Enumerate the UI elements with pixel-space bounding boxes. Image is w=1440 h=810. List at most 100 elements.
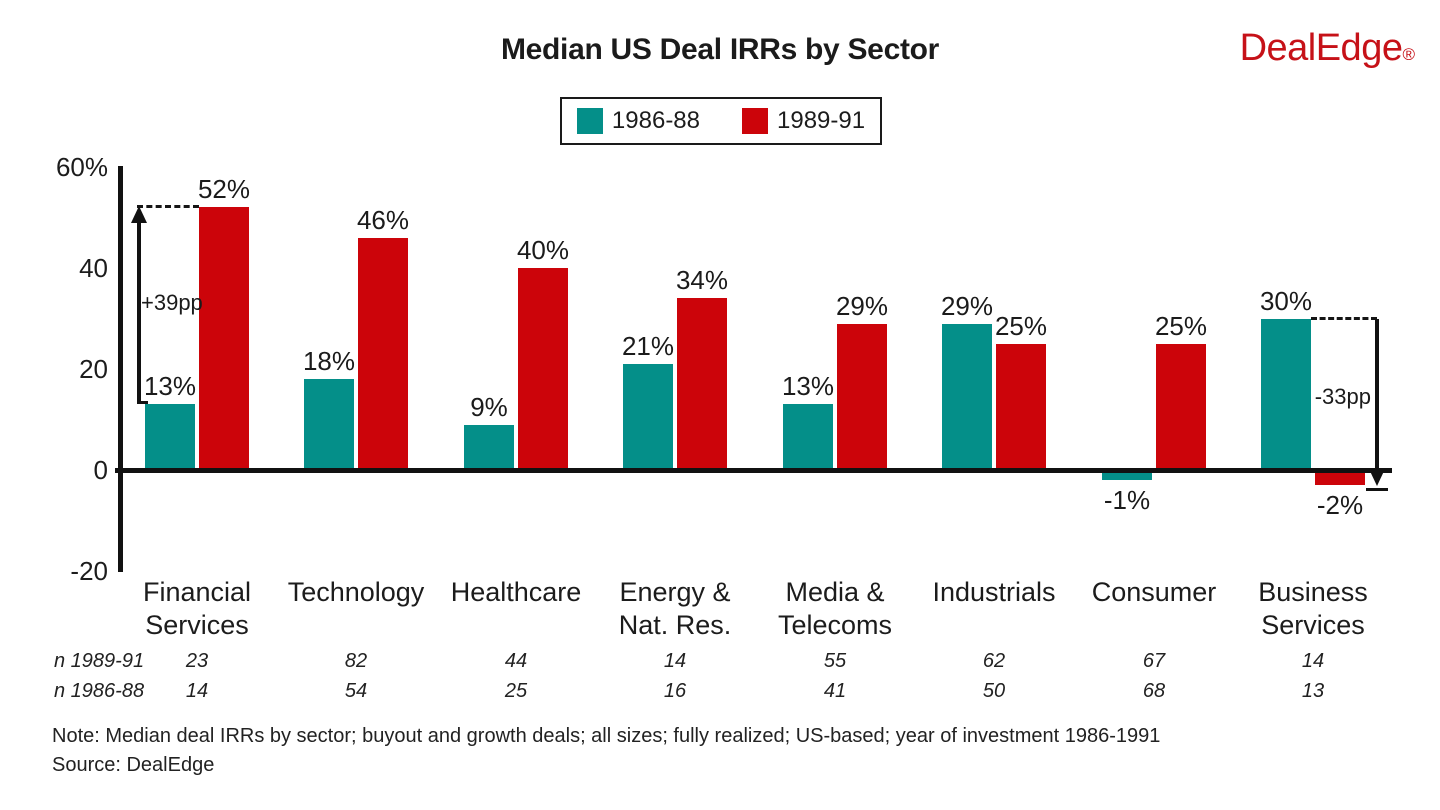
n-row-label: n 1989-91 — [54, 650, 145, 672]
category-label: Energy & Nat. Res. — [585, 576, 765, 642]
dealedge-logo: DealEdge® — [1240, 27, 1415, 70]
category-label-line: Nat. Res. — [618, 610, 732, 640]
bar-value-label: 52% — [197, 174, 251, 204]
category-label-line: Telecoms — [777, 610, 893, 640]
category-label: Media & Telecoms — [745, 576, 925, 642]
y-tick-label: 20 — [79, 354, 108, 384]
bar-value-label: 18% — [302, 346, 356, 376]
category-label-line: Technology — [287, 577, 425, 607]
annotation-arrow-line — [137, 219, 141, 405]
annotation-dash-line — [1311, 316, 1377, 320]
category-label-line: Financial — [142, 577, 252, 607]
annotation-arrowhead-up-icon — [131, 206, 147, 224]
legend-swatch-1989-91 — [742, 108, 768, 134]
n-value: 54 — [344, 680, 368, 702]
bar-value-label: 40% — [516, 235, 570, 265]
n-value: 41 — [823, 680, 847, 702]
n-value: 82 — [344, 650, 368, 672]
category-label-line: Industrials — [932, 577, 1056, 607]
category-label: Healthcare — [426, 576, 606, 609]
n-value: 62 — [982, 650, 1006, 672]
category-label: Technology — [266, 576, 446, 609]
registered-trademark-icon: ® — [1402, 45, 1415, 64]
category-label: Financial Services — [107, 576, 287, 642]
chart-title: Median US Deal IRRs by Sector — [500, 33, 940, 66]
legend: 1986-88 1989-91 — [560, 97, 882, 145]
source-text: Source: DealEdge — [52, 754, 215, 776]
bar-value-label: 30% — [1259, 286, 1313, 316]
bar-value-label: 9% — [470, 392, 508, 422]
n-value: 23 — [185, 650, 209, 672]
category-label-line: Services — [145, 610, 249, 640]
bar-1989-91 — [518, 268, 568, 470]
bar-1986-88 — [1102, 471, 1152, 480]
bar-1989-91 — [996, 344, 1046, 470]
legend-label-1989-91: 1989-91 — [777, 107, 866, 134]
annotation-arrow-line — [1375, 318, 1379, 472]
bar-1989-91 — [1315, 471, 1365, 485]
annotation-base-tick — [137, 401, 148, 405]
bar-value-label: -1% — [1103, 485, 1151, 515]
category-label-line: Healthcare — [450, 577, 582, 607]
bar-1986-88 — [1261, 319, 1311, 471]
annotation-label: +39pp — [141, 290, 203, 315]
bar-value-label: 21% — [621, 331, 675, 361]
y-tick-label: 40 — [79, 253, 108, 283]
bar-1989-91 — [677, 298, 727, 470]
bar-value-label: 29% — [835, 291, 889, 321]
bar-1989-91 — [358, 238, 408, 470]
bar-value-label: 29% — [940, 291, 994, 321]
category-label-line: Consumer — [1091, 577, 1217, 607]
bar-1986-88 — [942, 324, 992, 470]
annotation-arrowhead-down-icon — [1369, 469, 1385, 487]
annotation-base-tick — [1366, 488, 1388, 492]
bar-value-label: -2% — [1316, 490, 1364, 520]
category-label: Industrials — [904, 576, 1084, 609]
category-label-line: Business — [1258, 577, 1368, 607]
bar-1986-88 — [623, 364, 673, 470]
x-axis-line — [115, 468, 1392, 473]
n-value: 67 — [1142, 650, 1166, 672]
bar-value-label: 13% — [143, 371, 197, 401]
bar-value-label: 13% — [781, 371, 835, 401]
n-value: 68 — [1142, 680, 1166, 702]
category-label-line: Energy & — [619, 577, 731, 607]
bar-1989-91 — [199, 207, 249, 470]
bar-value-label: 25% — [994, 311, 1048, 341]
n-value: 14 — [185, 680, 209, 702]
category-label-line: Services — [1261, 610, 1365, 640]
bar-1986-88 — [145, 404, 195, 470]
y-tick-label: -20 — [70, 556, 108, 586]
n-value: 25 — [504, 680, 528, 702]
n-value: 16 — [663, 680, 687, 702]
n-value: 44 — [504, 650, 528, 672]
bar-1986-88 — [304, 379, 354, 470]
dealedge-logo-text: DealEdge — [1239, 27, 1403, 69]
footnote-block: Note: Median deal IRRs by sector; buyout… — [52, 722, 1160, 780]
y-axis-line — [118, 166, 123, 572]
note-text: Note: Median deal IRRs by sector; buyout… — [52, 725, 1161, 747]
n-value: 13 — [1301, 680, 1325, 702]
bar-1986-88 — [464, 425, 514, 470]
n-value: 14 — [663, 650, 687, 672]
bar-value-label: 25% — [1154, 311, 1208, 341]
bar-value-label: 46% — [356, 205, 410, 235]
category-label: Consumer — [1064, 576, 1244, 609]
y-tick-label: 60% — [55, 152, 108, 182]
legend-item-1986-88: 1986-88 — [576, 107, 700, 135]
n-value: 55 — [823, 650, 847, 672]
bar-1989-91 — [837, 324, 887, 470]
bar-1989-91 — [1156, 344, 1206, 470]
n-row-label: n 1986-88 — [54, 680, 145, 702]
legend-label-1986-88: 1986-88 — [611, 107, 700, 134]
y-tick-label: 0 — [93, 455, 108, 485]
category-label-line: Media & — [785, 577, 885, 607]
bar-1986-88 — [783, 404, 833, 470]
legend-item-1989-91: 1989-91 — [742, 107, 865, 135]
n-value: 50 — [982, 680, 1006, 702]
annotation-dash-line — [137, 205, 199, 209]
n-value: 14 — [1301, 650, 1325, 672]
legend-swatch-1986-88 — [576, 108, 603, 134]
